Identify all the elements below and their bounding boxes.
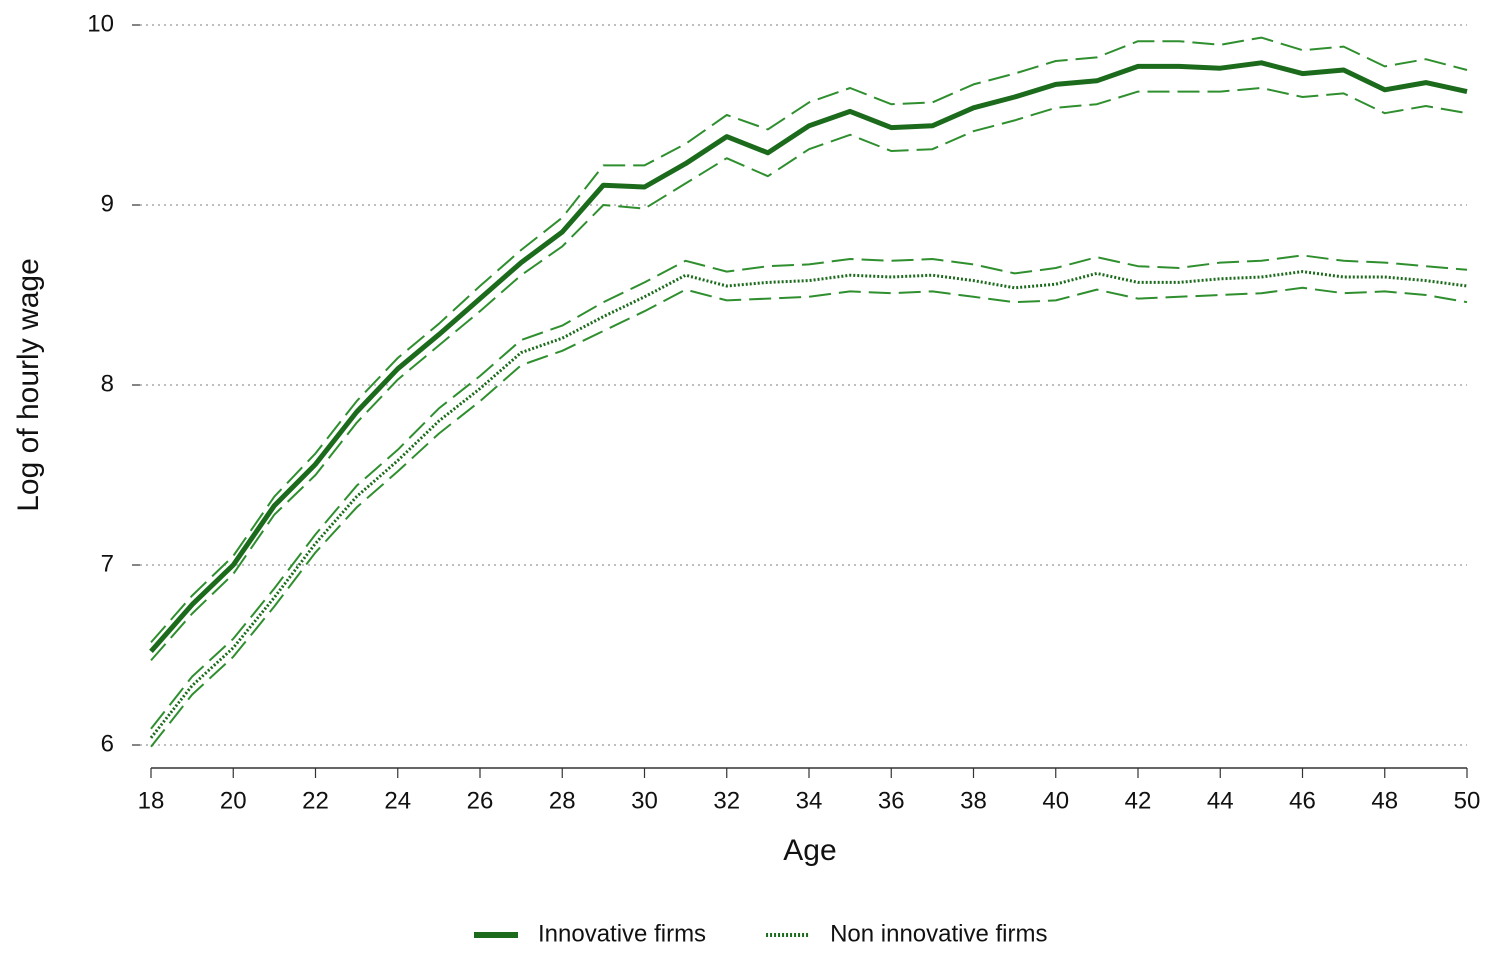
x-tick-label: 38 (960, 787, 987, 814)
y-tick-label: 10 (87, 10, 114, 37)
x-tick-label: 32 (713, 787, 740, 814)
x-tick-label: 22 (302, 787, 329, 814)
y-tick-label: 9 (101, 190, 114, 217)
series-line (149, 270, 1468, 739)
x-tick-label: 36 (878, 787, 905, 814)
x-tick-label: 48 (1371, 787, 1398, 814)
ci-upper-line (150, 254, 1468, 730)
x-tick-label: 20 (220, 787, 247, 814)
x-tick-label: 46 (1289, 787, 1316, 814)
x-tick-label: 24 (384, 787, 411, 814)
x-tick-label: 26 (467, 787, 494, 814)
x-tick-label: 50 (1454, 787, 1481, 814)
legend-label: Non innovative firms (830, 920, 1047, 947)
y-tick-label: 7 (101, 550, 114, 577)
x-tick-label: 30 (631, 787, 658, 814)
ci-upper-line (150, 36, 1468, 644)
series-line (149, 60, 1468, 654)
x-tick-label: 42 (1125, 787, 1152, 814)
legend-label: Innovative firms (538, 920, 706, 947)
y-axis-label: Log of hourly wage (12, 258, 45, 512)
y-tick-label: 6 (101, 730, 114, 757)
x-tick-label: 28 (549, 787, 576, 814)
x-axis-label: Age (783, 834, 836, 867)
x-tick-label: 40 (1042, 787, 1069, 814)
x-tick-label: 18 (138, 787, 165, 814)
x-tick-label: 44 (1207, 787, 1234, 814)
y-tick-label: 8 (101, 370, 114, 397)
ci-lower-line (150, 286, 1468, 748)
x-tick-label: 34 (796, 787, 823, 814)
ci-lower-line (150, 87, 1468, 662)
